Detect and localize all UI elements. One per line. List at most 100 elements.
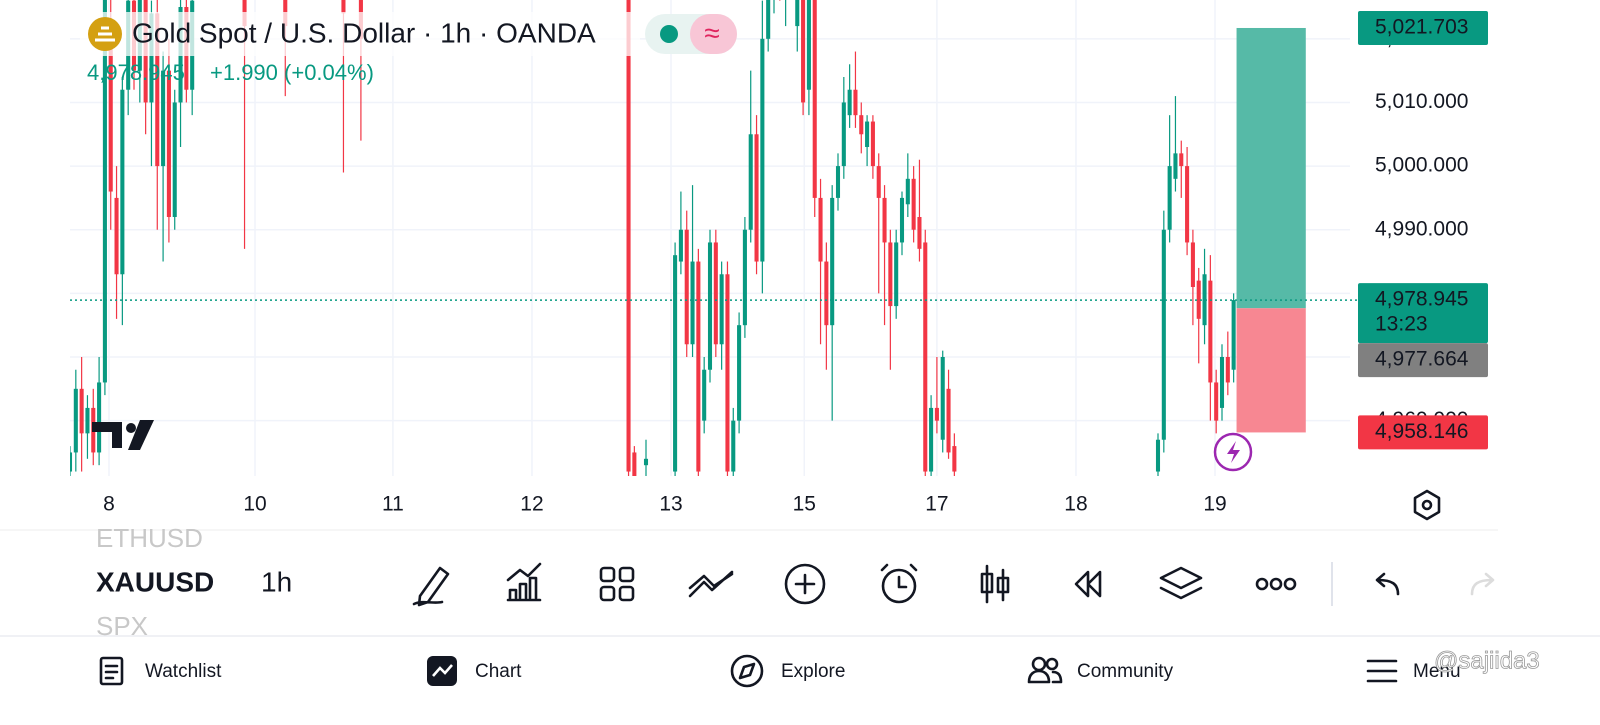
undo[interactable]	[1375, 572, 1400, 596]
candle-body	[73, 388, 78, 453]
object-tree[interactable]	[1159, 566, 1203, 600]
candle-body	[859, 115, 864, 135]
nav-item[interactable]: Watchlist	[145, 661, 222, 682]
candle-body	[725, 274, 730, 472]
candle-body	[1155, 439, 1161, 472]
redo[interactable]	[1470, 572, 1495, 596]
chart-icon-line	[432, 664, 453, 677]
candle-body	[85, 407, 90, 434]
price-label-box	[1358, 415, 1488, 450]
candle-body	[742, 229, 747, 326]
symbol-title[interactable]: Gold Spot / U.S. Dollar · 1h · OANDA	[132, 17, 596, 48]
candle-body	[1214, 382, 1219, 421]
candle-body	[748, 134, 753, 230]
candle-body	[870, 121, 875, 167]
add[interactable]	[784, 563, 826, 605]
candle-body	[1185, 166, 1190, 243]
nav-item[interactable]: Community	[1077, 661, 1174, 682]
bar-countdown: 13:23	[1375, 313, 1428, 336]
candle-body	[673, 255, 678, 472]
candle-body	[888, 242, 893, 307]
candle-body	[754, 134, 759, 262]
candle-body	[1190, 242, 1195, 287]
price-label: 4,958.146	[1375, 420, 1468, 443]
candle-body	[120, 89, 125, 275]
candle-body	[876, 166, 881, 198]
bolt-icon	[1227, 441, 1240, 463]
candle-body	[737, 325, 742, 421]
candle-body	[97, 382, 102, 453]
candle-body	[690, 261, 695, 345]
nav-item[interactable]: Chart	[475, 661, 522, 682]
candle-body	[801, 0, 806, 103]
chart-type[interactable]	[980, 564, 1010, 604]
layouts[interactable]	[599, 566, 635, 602]
interval[interactable]: 1h	[261, 566, 292, 597]
price-label-box	[1358, 10, 1488, 45]
indicators[interactable]	[506, 562, 542, 602]
candle-body	[1208, 280, 1213, 383]
candle-body	[707, 242, 713, 370]
candle-body	[166, 70, 171, 218]
replay[interactable]	[1074, 570, 1102, 598]
compare[interactable]	[688, 570, 734, 598]
candle-body	[172, 102, 177, 217]
candle-body	[894, 242, 899, 307]
candle-body	[899, 197, 905, 243]
candle-body	[946, 388, 951, 453]
candle-body	[766, 0, 771, 39]
y-tick-label: 5,000.000	[1375, 154, 1468, 177]
nav-item[interactable]: Explore	[781, 661, 845, 682]
candle-body	[731, 420, 736, 472]
candle-body	[114, 197, 119, 275]
symbol-prev[interactable]: ETHUSD	[96, 523, 203, 553]
candle-body	[865, 121, 870, 147]
x-tick-label: 10	[243, 493, 266, 516]
candle-body	[341, 0, 346, 14]
candle-body	[905, 178, 910, 205]
candle-body	[79, 388, 84, 434]
axis-settings[interactable]	[1413, 489, 1441, 521]
price-label-box	[1358, 283, 1488, 344]
symbol[interactable]: XAUUSD	[96, 566, 214, 597]
candle-body	[161, 70, 166, 167]
candle-body	[1202, 274, 1207, 326]
candle-body	[108, 26, 113, 192]
candle-body	[760, 38, 765, 262]
price-label-box	[1358, 343, 1488, 378]
x-tick-label: 18	[1064, 493, 1087, 516]
x-tick-label: 12	[520, 493, 543, 516]
x-tick-label: 8	[103, 493, 115, 516]
x-tick-label: 13	[659, 493, 682, 516]
explore-icon	[730, 654, 764, 688]
candle-body	[155, 13, 160, 167]
candle-body	[812, 0, 817, 198]
candle-body	[696, 261, 701, 472]
candle-body	[923, 242, 928, 472]
candle-body	[70, 452, 73, 472]
candle-body	[911, 178, 916, 230]
legend-price: 4,978.945	[87, 60, 185, 85]
x-tick-label: 15	[793, 493, 816, 516]
candle-body	[929, 407, 934, 472]
candle-body	[702, 369, 707, 421]
candle-body	[643, 458, 649, 466]
more[interactable]	[1255, 577, 1297, 591]
overlays: 5,021.7034,978.94513:234,977.6644,958.14…	[70, 10, 1488, 450]
y-tick-label: 5,010.000	[1375, 90, 1468, 113]
candle-body	[795, 0, 800, 27]
alert[interactable]	[880, 563, 918, 604]
candle-body	[1219, 357, 1225, 408]
tv-logo	[92, 420, 154, 450]
drawing-tool[interactable]	[412, 566, 450, 607]
candle-body	[940, 357, 945, 440]
x-tick-label: 19	[1203, 493, 1226, 516]
candle-body	[626, 0, 631, 472]
price-label: 4,978.945	[1375, 288, 1468, 311]
candle-body	[713, 242, 718, 345]
candle-body	[835, 166, 841, 198]
nav-item[interactable]: Menu	[1413, 661, 1461, 682]
candle-body	[952, 446, 957, 472]
watchlist-icon	[99, 656, 124, 686]
candle-body	[1179, 153, 1184, 167]
